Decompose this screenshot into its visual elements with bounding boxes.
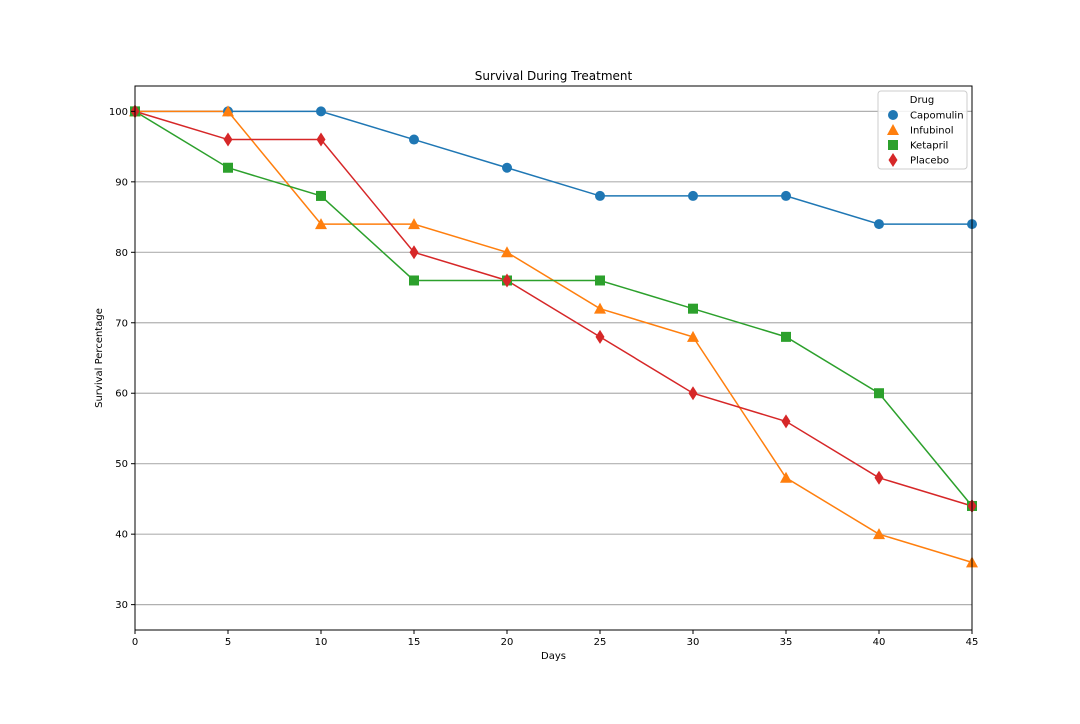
data-point-ketapril: [688, 303, 698, 314]
data-point-infubinol: [687, 330, 699, 342]
series-line-capomulin: [135, 110, 972, 225]
chart-title: Survival During Treatment: [475, 69, 633, 83]
data-point-ketapril: [316, 190, 326, 201]
y-tick-label: 30: [115, 600, 128, 611]
data-point-placebo: [688, 386, 698, 401]
x-tick-label: 10: [315, 637, 328, 648]
data-point-placebo: [223, 132, 233, 147]
x-axis-label: Days: [541, 651, 566, 662]
legend-marker-infubinol: [887, 124, 899, 135]
y-tick-label: 90: [115, 177, 128, 188]
legend-label-ketapril: Ketapril: [910, 141, 948, 152]
data-point-ketapril: [595, 275, 605, 286]
legend-entries: Capomulin Infubinol Ketapril Placebo: [887, 110, 964, 167]
data-point-ketapril: [874, 388, 884, 399]
x-tick-label: 35: [780, 637, 793, 648]
legend-marker-ketapril: [888, 140, 898, 150]
data-point-infubinol: [873, 528, 885, 540]
data-point-infubinol: [594, 302, 606, 314]
data-point-infubinol: [222, 105, 234, 117]
y-tick-label: 50: [115, 459, 128, 470]
data-point-capomulin: [688, 190, 698, 201]
data-point-ketapril: [409, 275, 419, 286]
legend-label-placebo: Placebo: [910, 156, 949, 167]
x-tick-label: 30: [687, 637, 700, 648]
data-point-infubinol: [780, 471, 792, 483]
series-line-placebo: [134, 110, 973, 507]
axis-ticks: 30 40 50 60 70 80 90 100 0 5 10 15 20 25 30 35 40 45: [109, 107, 978, 648]
series-line-ketapril: [134, 110, 973, 507]
legend: Drug Capomulin Infubinol Ketapril Placebo: [877, 90, 968, 170]
data-point-ketapril: [223, 162, 233, 173]
data-point-capomulin: [874, 219, 884, 230]
legend-box: [877, 90, 968, 170]
data-point-placebo: [502, 273, 512, 288]
x-tick-label: 0: [132, 637, 138, 648]
data-point-infubinol: [501, 246, 513, 258]
data-point-placebo: [409, 245, 419, 260]
legend-label-capomulin: Capomulin: [910, 111, 964, 122]
y-tick-label: 100: [109, 107, 128, 118]
legend-title: Drug: [910, 95, 935, 106]
x-tick-label: 5: [225, 637, 231, 648]
data-point-placebo: [595, 329, 605, 344]
legend-label-infubinol: Infubinol: [910, 126, 954, 137]
y-axis-label: Survival Percentage: [94, 308, 105, 408]
x-tick-label: 20: [501, 637, 514, 648]
data-point-infubinol: [408, 218, 420, 230]
y-tick-label: 70: [115, 318, 128, 329]
x-tick-label: 45: [966, 637, 979, 648]
data-point-placebo: [781, 414, 791, 429]
x-tick-label: 25: [594, 637, 607, 648]
data-point-capomulin: [595, 190, 605, 201]
x-tick-label: 15: [408, 637, 421, 648]
data-point-capomulin: [409, 134, 419, 145]
legend-marker-capomulin: [888, 110, 898, 120]
legend-marker-placebo: [888, 153, 898, 167]
data-point-capomulin: [502, 162, 512, 173]
y-tick-label: 40: [115, 530, 128, 541]
data-point-ketapril: [781, 331, 791, 342]
data-point-capomulin: [316, 106, 326, 117]
data-point-capomulin: [781, 190, 791, 201]
y-tick-label: 80: [115, 248, 128, 259]
data-point-infubinol: [315, 218, 327, 230]
x-tick-label: 40: [873, 637, 886, 648]
series-lines: [134, 110, 973, 564]
data-point-placebo: [874, 470, 884, 485]
y-tick-label: 60: [115, 389, 128, 400]
data-point-placebo: [316, 132, 326, 147]
plot-frame: [134, 85, 973, 631]
